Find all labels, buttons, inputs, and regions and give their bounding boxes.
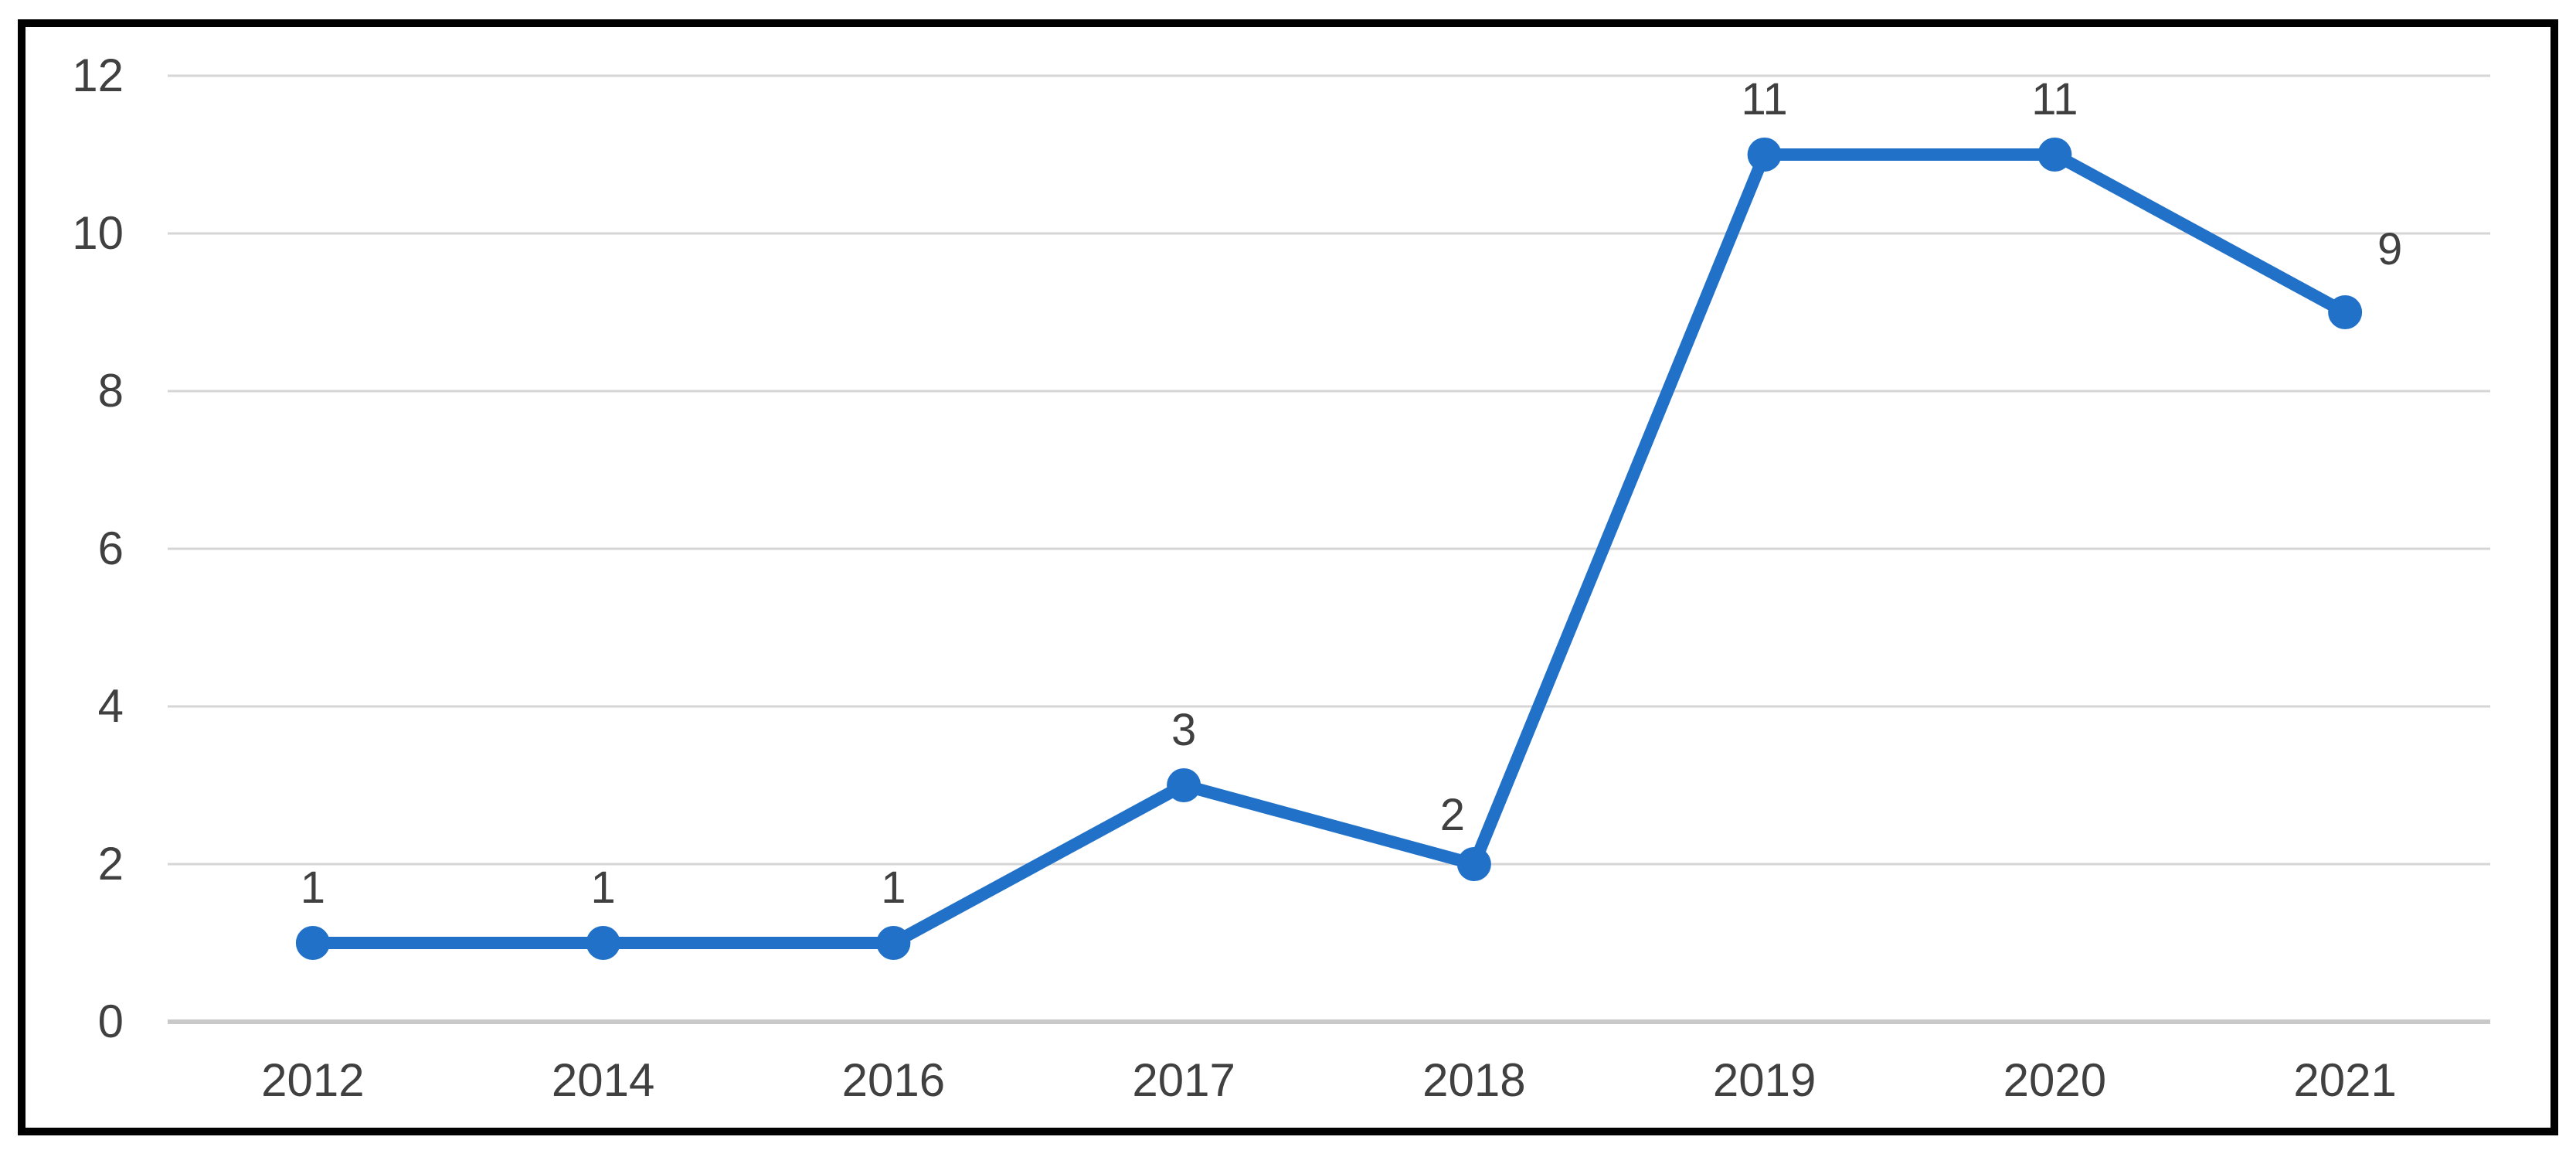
data-point-2016 — [876, 926, 911, 960]
data-label-2014: 1 — [590, 863, 615, 913]
x-tick-label-2020: 2020 — [2003, 1054, 2106, 1106]
data-point-2021 — [2328, 295, 2363, 329]
x-tick-label-2019: 2019 — [1713, 1054, 1816, 1106]
chart-frame-border — [18, 19, 2558, 1135]
data-label-2016: 1 — [881, 863, 906, 913]
data-label-2020: 11 — [2031, 74, 2078, 124]
x-tick-label-2018: 2018 — [1422, 1054, 1525, 1106]
data-label-2021: 9 — [2377, 224, 2402, 274]
data-point-2012 — [295, 926, 330, 960]
y-tick-label-4: 4 — [98, 680, 124, 732]
x-tick-label-2016: 2016 — [842, 1054, 945, 1106]
data-point-2020 — [2037, 138, 2072, 172]
data-label-2018: 2 — [1440, 790, 1465, 840]
y-tick-label-2: 2 — [98, 838, 124, 890]
data-label-2019: 11 — [1742, 74, 1788, 124]
y-tick-label-12: 12 — [72, 49, 124, 101]
y-tick-label-8: 8 — [98, 365, 124, 417]
data-point-2014 — [586, 926, 620, 960]
data-label-2017: 3 — [1171, 705, 1196, 755]
x-tick-label-2017: 2017 — [1132, 1054, 1235, 1106]
x-tick-label-2012: 2012 — [261, 1054, 364, 1106]
x-tick-label-2021: 2021 — [2293, 1054, 2396, 1106]
y-tick-label-6: 6 — [98, 522, 124, 574]
data-point-2018 — [1456, 847, 1491, 881]
x-tick-label-2014: 2014 — [552, 1054, 654, 1106]
series-line-count — [306, 148, 2352, 949]
y-tick-label-0: 0 — [98, 996, 124, 1047]
data-point-2017 — [1167, 768, 1201, 802]
data-label-2012: 1 — [301, 863, 325, 913]
y-tick-label-10: 10 — [72, 207, 124, 259]
data-point-2019 — [1747, 138, 1782, 172]
